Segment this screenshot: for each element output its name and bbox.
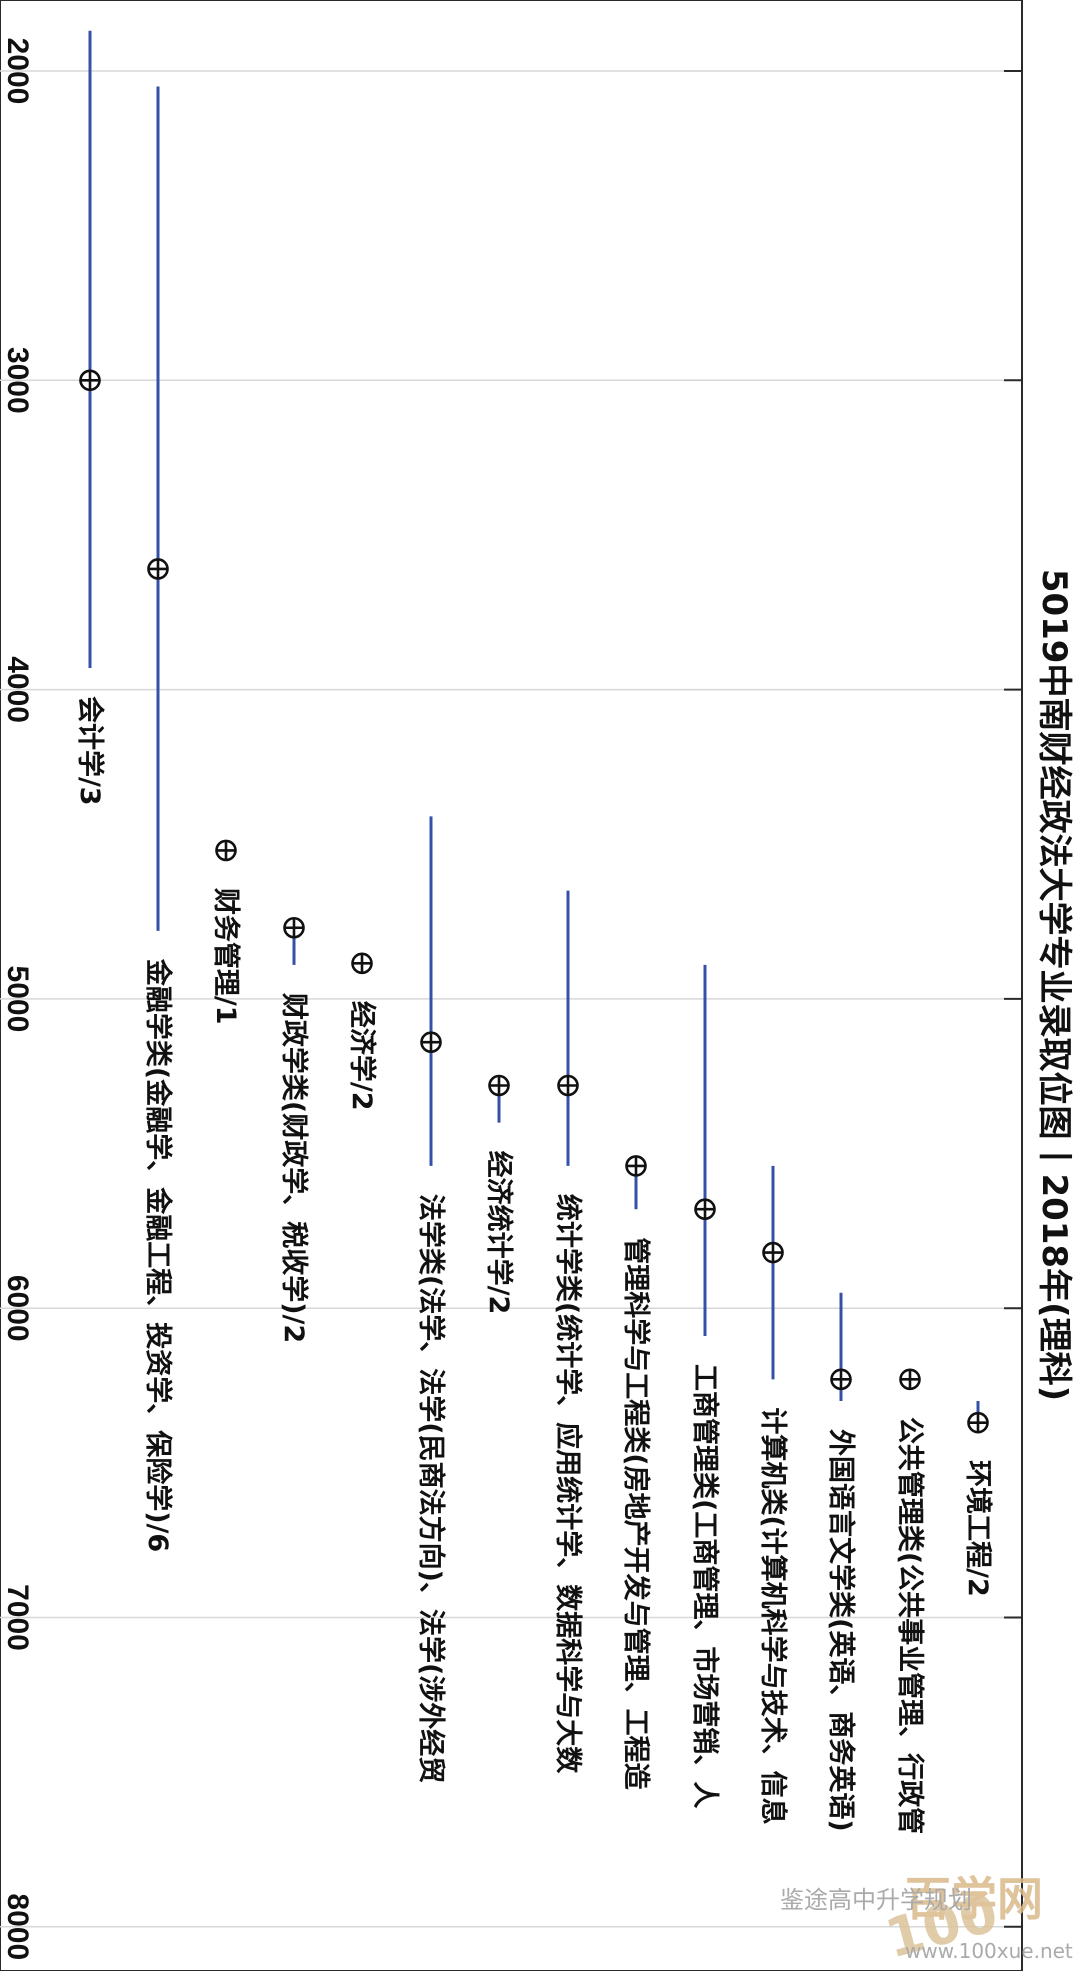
category-series — [625, 1155, 647, 1210]
category-label: 财务管理/1 — [210, 888, 241, 1025]
axis-tick-label: 3000 — [1, 347, 34, 414]
category-series — [899, 1368, 921, 1391]
category-label: 工商管理类(工商管理、市场营销、人 — [689, 1364, 721, 1808]
category-label: 法学类(法学、法学(民商法方向)、法学(涉外经贸 — [415, 1194, 447, 1783]
axis-tick-label: 7000 — [1, 1584, 34, 1651]
category-series — [967, 1400, 989, 1434]
category-series — [488, 1074, 510, 1123]
category-series — [420, 816, 442, 1166]
axis-tick-label: 6000 — [1, 1275, 34, 1342]
axis-tick-label: 4000 — [1, 656, 34, 723]
category-series — [283, 916, 305, 965]
axis-ticks: 2000 3000 4000 5000 6000 7000 8000 — [1, 38, 34, 1961]
category-label: 环境工程/2 — [962, 1460, 993, 1597]
axis-tick-label: 2000 — [1, 38, 34, 105]
chart-title: 5019中南财经政法大学专业录取位图丨2018年(理科) — [1034, 569, 1074, 1401]
category-label: 外国语言文学类(英语、商务英语) — [825, 1429, 857, 1832]
category-label: 经济统计学/2 — [483, 1151, 515, 1315]
category-series — [830, 1292, 852, 1401]
axis-tick-label: 8000 — [1, 1893, 34, 1960]
category-label: 金融学类(金融学、金融工程、投资学、保险学)/6 — [142, 958, 174, 1552]
category-label: 管理科学与工程类(房地产开发与管理、工程造 — [620, 1237, 652, 1789]
series — [79, 30, 989, 1434]
watermark-logo: 百学网 — [905, 1872, 1043, 1926]
grid — [0, 70, 1022, 1928]
category-label: 计算机类(计算机科学与技术、信息 — [757, 1407, 789, 1824]
category-labels: 会计学/3 金融学类(金融学、金融工程、投资学、保险学)/6 财务管理/1 财政学类(… — [74, 696, 993, 1834]
category-label: 会计学/3 — [74, 696, 106, 806]
category-label: 财政学类(财政学、税收学)/2 — [278, 993, 310, 1343]
category-label: 经济学/2 — [346, 1001, 378, 1111]
category-series — [79, 30, 101, 668]
category-series — [762, 1165, 784, 1380]
category-series — [351, 952, 373, 975]
category-series — [557, 890, 579, 1166]
plot-frame — [0, 0, 1023, 1971]
category-label: 统计学类(统计学、应用统计学、数据科学与大数 — [552, 1194, 584, 1774]
category-series — [694, 964, 716, 1337]
watermark: 100 百学网 鉴途高中升学规划 www.100xue.net — [780, 1872, 1073, 1971]
category-series — [147, 86, 169, 931]
watermark-wechat: 鉴途高中升学规划 — [780, 1886, 972, 1914]
category-label: 公共管理类(公共事业管理、行政管 — [894, 1417, 926, 1834]
watermark-site: www.100xue.net — [905, 1939, 1073, 1963]
category-series — [215, 839, 237, 862]
axis-tick-label: 5000 — [1, 966, 34, 1033]
